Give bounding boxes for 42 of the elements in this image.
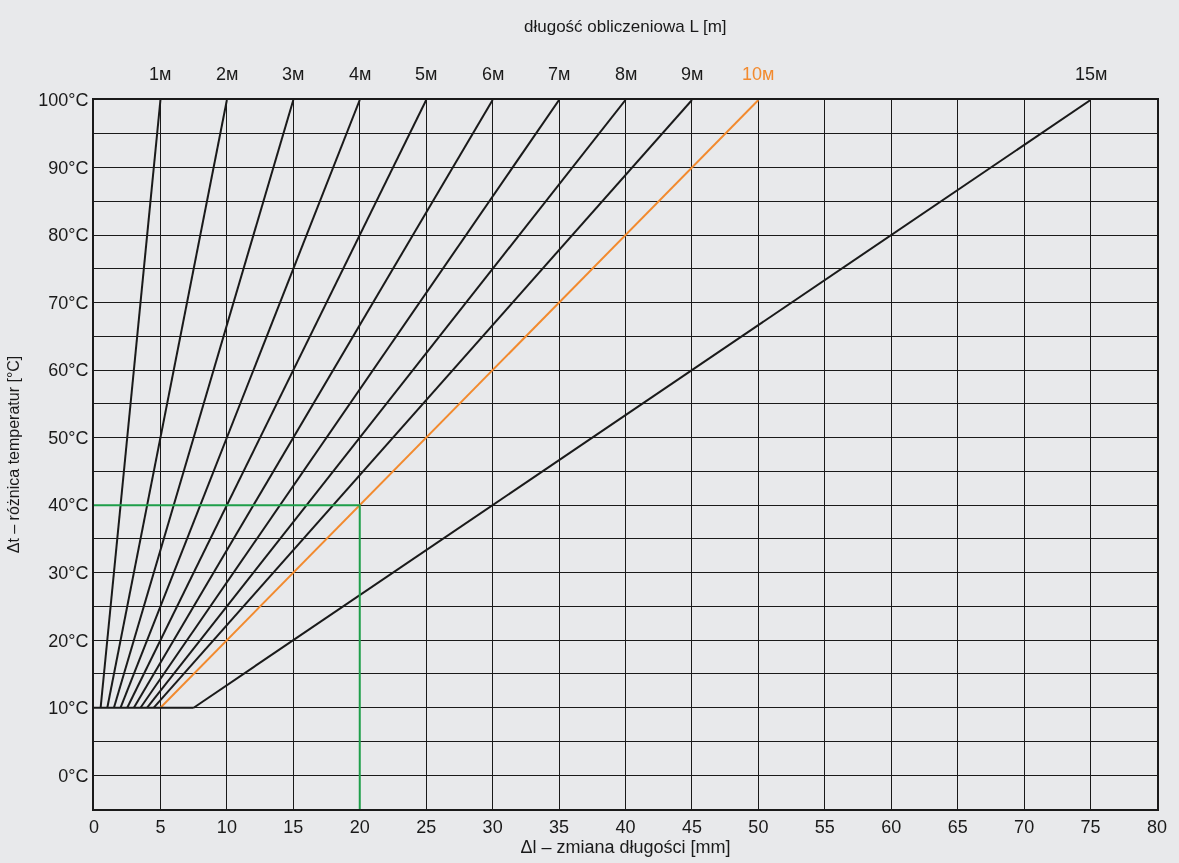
y-tick-label: 100°C [38, 90, 89, 111]
x-axis-title: Δl – zmiana długości [mm] [520, 836, 731, 857]
x-tick-label: 35 [549, 816, 570, 837]
series-label: 7м [548, 64, 571, 84]
y-tick-label: 90°C [48, 157, 89, 178]
series-label: 15м [1075, 64, 1108, 84]
y-tick-label: 80°C [48, 225, 89, 246]
x-tick-label: 15 [283, 816, 304, 837]
y-tick-label: 30°C [48, 562, 89, 583]
series-label: 1м [149, 64, 172, 84]
x-tick-label: 30 [482, 816, 503, 837]
x-tick-label: 45 [681, 816, 702, 837]
x-tick-label: 5 [155, 816, 166, 837]
text: długość obliczeniowa L [m] [524, 17, 727, 36]
x-tick-label: 80 [1146, 816, 1168, 837]
x-tick-label: 75 [1080, 816, 1101, 837]
series-label: 5м [415, 64, 438, 84]
series-label: 2м [216, 64, 239, 84]
series-label: 3м [282, 64, 305, 84]
text: 0°C [58, 765, 89, 786]
y-tick-label: 40°C [48, 495, 89, 516]
x-tick-label: 60 [881, 816, 902, 837]
series-label: 6м [482, 64, 505, 84]
x-tick-label: 55 [814, 816, 835, 837]
x-tick-label: 40 [615, 816, 636, 837]
x-tick-label: 25 [416, 816, 437, 837]
y-tick-label: 60°C [48, 360, 89, 381]
series-label: 8м [615, 64, 638, 84]
x-tick-label: 10 [216, 816, 237, 837]
series-label: 9м [681, 64, 704, 84]
x-tick-label: 65 [947, 816, 968, 837]
y-axis-title: Δt – różnica temperatur [°C] [4, 355, 22, 554]
series-label: 4м [349, 64, 372, 84]
y-tick-label: 10°C [48, 698, 89, 719]
series-label: 10м [742, 64, 775, 84]
x-tick-label: 0 [88, 816, 100, 837]
x-tick-label: 20 [349, 816, 370, 837]
y-tick-label: 20°C [48, 630, 89, 651]
y-tick-label: 70°C [48, 292, 89, 313]
y-tick-label: 50°C [48, 427, 89, 448]
x-tick-label: 50 [748, 816, 769, 837]
x-tick-label: 70 [1014, 816, 1035, 837]
